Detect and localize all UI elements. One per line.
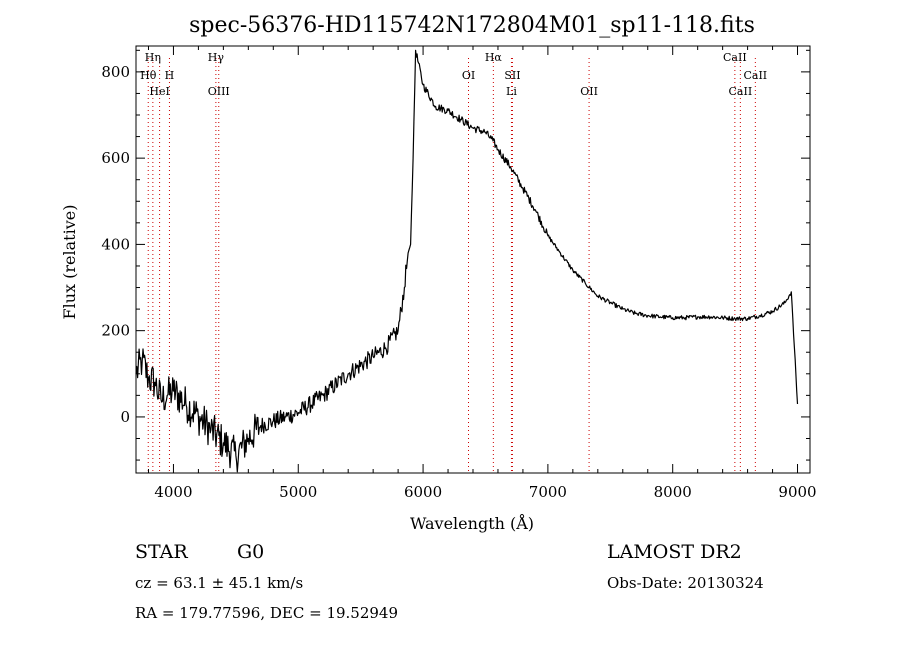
spectral-line-label: HeI: [149, 85, 169, 98]
survey-name: LAMOST DR2: [607, 541, 742, 563]
x-tick-label: 8000: [654, 483, 692, 501]
x-tick-label: 4000: [154, 483, 192, 501]
plot-frame: [135, 45, 811, 474]
spectral-line-label: OII: [580, 85, 598, 98]
spectral-line-label: H: [165, 69, 175, 82]
x-axis: 4000 5000 6000 7000 8000 9000: [147, 46, 817, 501]
y-tick-label: 400: [101, 235, 130, 253]
y-tick-label: 800: [101, 63, 130, 81]
y-tick-label: 600: [101, 149, 130, 167]
spectral-line-label: CaII: [729, 85, 753, 98]
redshift-velocity: cz = 63.1 ± 45.1 km/s: [135, 574, 304, 592]
spectral-line-label: Li: [506, 85, 517, 98]
x-tick-label: 5000: [279, 483, 317, 501]
x-axis-label: Wavelength (Å): [410, 513, 534, 533]
x-tick-label: 6000: [404, 483, 442, 501]
y-axis: 0 200 400 600 800: [101, 49, 810, 461]
spectrum-line: [135, 49, 799, 473]
spectral-line-label: Hη: [145, 51, 161, 64]
observation-date: Obs-Date: 20130324: [607, 574, 764, 592]
object-class: STAR: [135, 541, 188, 563]
spectral-line-label: CaII: [743, 69, 767, 82]
x-tick-label: 9000: [778, 483, 816, 501]
spectral-line-label: OI: [462, 69, 475, 82]
y-axis-label: Flux (relative): [60, 205, 79, 320]
spectral-line-label: Hθ: [140, 69, 157, 82]
y-tick-label: 200: [101, 322, 130, 340]
y-tick-label: 0: [120, 408, 130, 426]
spectral-line-markers: [147, 58, 756, 473]
spectral-line-label: SII: [504, 69, 520, 82]
spectral-line-label: Hγ: [208, 51, 225, 64]
object-subclass: G0: [237, 541, 265, 563]
spectral-line-label: Hα: [485, 51, 503, 64]
spectral-line-label: CaII: [723, 51, 747, 64]
chart-title: spec-56376-HD115742N172804M01_sp11-118.f…: [189, 13, 755, 38]
coordinates: RA = 179.77596, DEC = 19.52949: [135, 604, 399, 622]
x-tick-label: 7000: [529, 483, 567, 501]
spectral-line-label: OIII: [208, 85, 230, 98]
